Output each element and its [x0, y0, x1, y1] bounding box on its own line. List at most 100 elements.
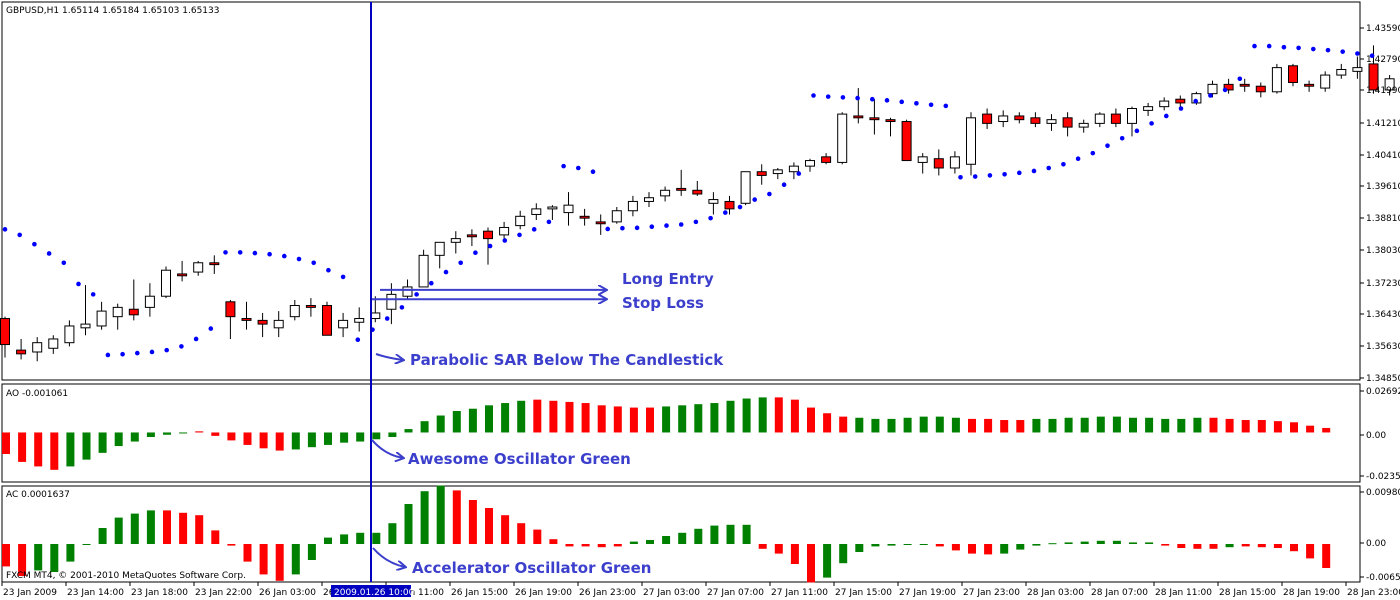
candle-body [241, 318, 252, 321]
ac-bar [372, 532, 381, 544]
time-tick-label: 26 Jan 15:00 [451, 588, 508, 598]
time-tick-label: 26 Jan 19:00 [515, 588, 572, 598]
ao-bar [774, 397, 783, 433]
candle-body [982, 113, 993, 124]
ac-bar [839, 544, 848, 564]
price-tick-label: 1.41210 [1366, 119, 1400, 129]
ao-bar [790, 399, 799, 433]
ac-bar [98, 528, 107, 544]
candle-body [917, 156, 928, 163]
candle-body [16, 349, 27, 355]
candle-body [96, 310, 107, 327]
candle-body [1110, 113, 1121, 124]
price-tick-label: 1.41990 [1366, 86, 1400, 96]
sar-dot [1296, 45, 1301, 51]
candle-body [692, 189, 703, 195]
ao-bar [130, 432, 139, 442]
ao-bar [98, 432, 107, 453]
sar-dot [1178, 106, 1184, 111]
candle-body [627, 200, 638, 212]
sar-dot [855, 95, 860, 101]
candle-body [1094, 113, 1105, 124]
ao-bar [1080, 417, 1089, 433]
ao-bar [163, 432, 171, 435]
sar-dot [1119, 135, 1125, 141]
ao-bar [114, 432, 123, 447]
ac-bar [1112, 540, 1121, 544]
candle-body [305, 305, 316, 308]
ao-bar [968, 418, 976, 433]
ao-bar [1241, 420, 1250, 433]
candle-body [740, 171, 751, 204]
ao-bar [436, 415, 445, 433]
sar-dot [90, 292, 96, 297]
ao-bar [678, 405, 687, 433]
sar-dot [487, 243, 493, 249]
ac-bar [1209, 544, 1218, 549]
sar-dot [252, 250, 258, 256]
candle-body [466, 234, 477, 238]
ao-bar [388, 432, 397, 437]
sar-dot [443, 269, 449, 275]
candle-body [949, 156, 960, 169]
sar-dot [531, 227, 537, 232]
ac-bar [629, 541, 638, 544]
ao-panel[interactable] [1, 383, 1361, 483]
time-tick-label: 26 Jan 11:00 [387, 588, 444, 598]
cursor-time-label: 2009.01.26 10:00 [334, 588, 415, 598]
sar-dot [678, 222, 684, 227]
ao-bar [855, 417, 864, 433]
ao-bar [1000, 420, 1009, 433]
candle-body [1062, 117, 1073, 128]
ac-tick-label: -0.00658 [1366, 573, 1400, 583]
ac-bar [114, 517, 123, 544]
candle-body [1143, 106, 1154, 111]
ac-bar [452, 490, 461, 544]
ao-bar [1016, 420, 1025, 433]
ac-bar [1193, 544, 1202, 549]
price-series [0, 45, 1395, 362]
time-tick-label: 28 Jan 07:00 [1091, 588, 1148, 598]
ac-bar [436, 485, 445, 544]
ao-bar [501, 403, 510, 433]
candle-body [418, 254, 429, 288]
sar-dot [502, 238, 508, 243]
ac-bar [501, 515, 510, 544]
stop-loss-label: Stop Loss [622, 294, 704, 312]
ac-bar [211, 530, 220, 544]
candle-body [1078, 122, 1089, 128]
ao-bar [919, 416, 928, 433]
sar-dot [1208, 93, 1213, 98]
candle-body [177, 273, 188, 277]
candle-body [1320, 74, 1331, 89]
price-tick-label: 1.37230 [1366, 279, 1400, 289]
sar-dot [208, 326, 214, 331]
ac-bar [34, 544, 43, 571]
candle-body [1207, 83, 1218, 95]
candle-body [64, 325, 75, 344]
sar-dot [149, 349, 155, 355]
ao-bar [517, 400, 526, 433]
sar-dot [296, 256, 302, 262]
ao-bar [1064, 417, 1073, 433]
sar-dot [708, 215, 713, 221]
candle-body [821, 156, 832, 163]
candle-body [499, 226, 510, 236]
candle-body [901, 121, 912, 162]
ac-bar [1048, 543, 1057, 545]
candle-body [1046, 119, 1057, 124]
sar-dot [943, 103, 949, 109]
ac-bar [388, 523, 397, 544]
sar-dot [605, 226, 610, 232]
ao-tick-label: -0.02352 [1366, 472, 1400, 482]
ac-bar [485, 508, 493, 544]
ao-bar [34, 432, 43, 467]
sar-dot [737, 204, 743, 210]
candle-body [80, 323, 91, 329]
sar-dot [693, 219, 699, 225]
ac-bar [742, 524, 751, 544]
sar-dot [1266, 43, 1272, 49]
ac-bar [855, 544, 864, 552]
candle-body [1223, 83, 1234, 91]
ao-bar [1225, 418, 1234, 433]
